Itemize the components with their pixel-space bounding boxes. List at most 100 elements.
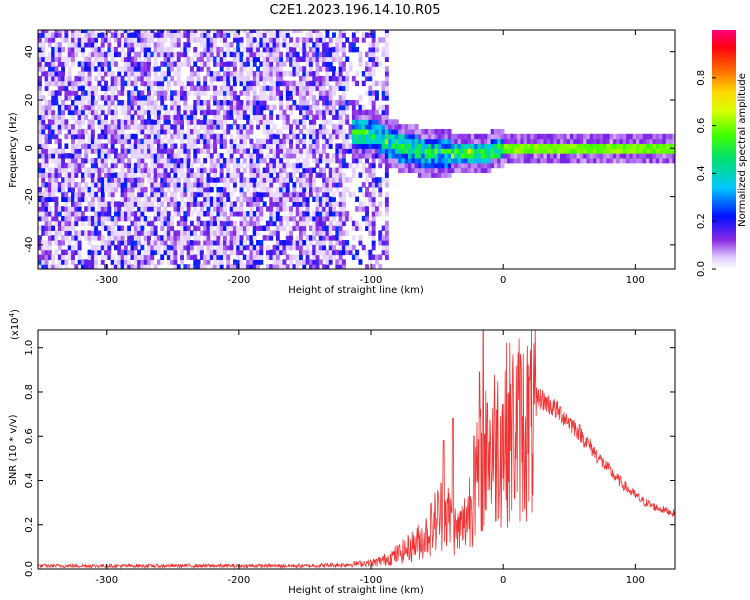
spectrogram-cell	[183, 215, 188, 222]
spectrogram-cell	[566, 143, 571, 149]
spectrogram-cell	[434, 157, 439, 164]
spectrogram-cell	[97, 230, 102, 236]
spectrogram-cell	[143, 172, 148, 178]
spectrogram-cell	[153, 172, 158, 178]
spectrogram-cell	[252, 225, 257, 231]
spectrogram-cell	[246, 235, 251, 241]
spectrogram-cell	[166, 211, 171, 217]
spectrogram-cell	[345, 177, 350, 183]
spectrogram-cell	[219, 104, 224, 111]
spectrogram-cell	[659, 148, 664, 154]
spectrogram-cell	[325, 249, 330, 256]
spectrogram-cell	[368, 143, 373, 149]
spectrogram-cell	[335, 71, 340, 77]
spectrogram-cell	[216, 235, 221, 241]
spectrogram-cell	[249, 191, 254, 198]
spectrogram-cell	[61, 240, 66, 246]
spectrogram-cell	[239, 240, 244, 246]
spectrogram-cell	[318, 56, 323, 62]
spectrogram-cell	[312, 75, 317, 82]
spectrogram-cell	[166, 109, 171, 116]
spectrogram-cell	[338, 133, 343, 140]
spectrogram-cell	[127, 51, 132, 58]
spectrogram-cell	[348, 133, 353, 140]
spectrogram-cell	[332, 124, 336, 130]
spectrogram-cell	[183, 244, 188, 251]
spectrogram-cell	[275, 32, 280, 38]
spectrogram-cell	[256, 75, 260, 82]
spectrogram-cell	[636, 153, 640, 159]
spectrogram-cell	[90, 177, 95, 183]
spectrogram-cell	[249, 32, 254, 38]
spectrogram-cell	[299, 206, 303, 212]
spectrogram-cell	[189, 119, 194, 125]
spectrogram-cell	[252, 157, 257, 164]
spectrogram-cell	[206, 220, 211, 227]
spectrogram-cell	[348, 148, 353, 154]
spectrogram-cell	[308, 128, 313, 135]
spectrogram-cell	[484, 167, 488, 174]
spectrogram-cell	[388, 128, 393, 135]
spectrogram-cell	[252, 114, 257, 120]
spectrogram-cell	[262, 42, 267, 48]
spectrogram-cell	[315, 138, 320, 145]
spectrogram-cell	[51, 100, 56, 106]
spectrogram-cell	[242, 148, 247, 154]
spectrogram-cell	[140, 66, 145, 72]
spectrogram-cell	[394, 148, 399, 154]
spectrogram-cell	[206, 100, 211, 106]
spectrogram-cell	[223, 254, 227, 260]
spectrogram-cell	[341, 46, 346, 53]
spectrogram-cell	[193, 254, 198, 260]
spectrogram-cell	[120, 240, 125, 246]
spectrogram-cell	[71, 143, 75, 149]
y-tick-label: 20	[24, 94, 35, 107]
spectrogram-cell	[61, 114, 66, 120]
spectrogram-cell	[80, 119, 85, 125]
spectrogram-cell	[411, 157, 416, 164]
spectrogram-cell	[143, 56, 148, 62]
spectrogram-cell	[242, 30, 247, 34]
spectrogram-cell	[140, 162, 145, 169]
spectrogram-cell	[457, 153, 462, 159]
spectrogram-cell	[94, 114, 99, 120]
spectrogram-cell	[487, 157, 492, 164]
spectrogram-cell	[239, 80, 244, 87]
spectrogram-cell	[186, 148, 191, 154]
spectrogram-cell	[140, 148, 145, 154]
spectrogram-cell	[120, 201, 125, 207]
spectrogram-cell	[480, 153, 485, 159]
spectrogram-cell	[130, 71, 135, 77]
spectrogram-cell	[305, 201, 310, 207]
spectrogram-cell	[328, 167, 333, 174]
spectrogram-cell	[213, 114, 218, 120]
spectrogram-cell	[183, 162, 188, 169]
spectrogram-cell	[239, 259, 244, 265]
spectrogram-cell	[156, 211, 161, 217]
spectrogram-cell	[71, 182, 75, 188]
spectrogram-cell	[176, 133, 181, 140]
spectrogram-cell	[464, 133, 469, 140]
spectrogram-cell	[196, 95, 201, 101]
spectrogram-cell	[170, 100, 175, 106]
spectrogram-cell	[199, 85, 204, 91]
spectrogram-cell	[305, 90, 310, 96]
spectrogram-cell	[54, 95, 59, 101]
spectrogram-cell	[153, 128, 158, 135]
spectrogram-cell	[206, 182, 211, 188]
spectrogram-cell	[543, 133, 548, 140]
spectrogram-cell	[137, 30, 142, 34]
spectrogram-cell	[104, 162, 108, 169]
spectrogram-cell	[57, 244, 62, 251]
spectrogram-cell	[365, 32, 369, 38]
spectrogram-cell	[153, 66, 158, 72]
spectrogram-cell	[394, 133, 399, 140]
spectrogram-cell	[275, 244, 280, 251]
spectrogram-cell	[140, 259, 145, 265]
spectrogram-cell	[223, 211, 227, 217]
spectrogram-cell	[593, 143, 597, 149]
spectrogram-cell	[669, 157, 673, 164]
spectrogram-cell	[368, 51, 373, 58]
spectrogram-cell	[338, 191, 343, 198]
spectrogram-cell	[371, 177, 376, 183]
